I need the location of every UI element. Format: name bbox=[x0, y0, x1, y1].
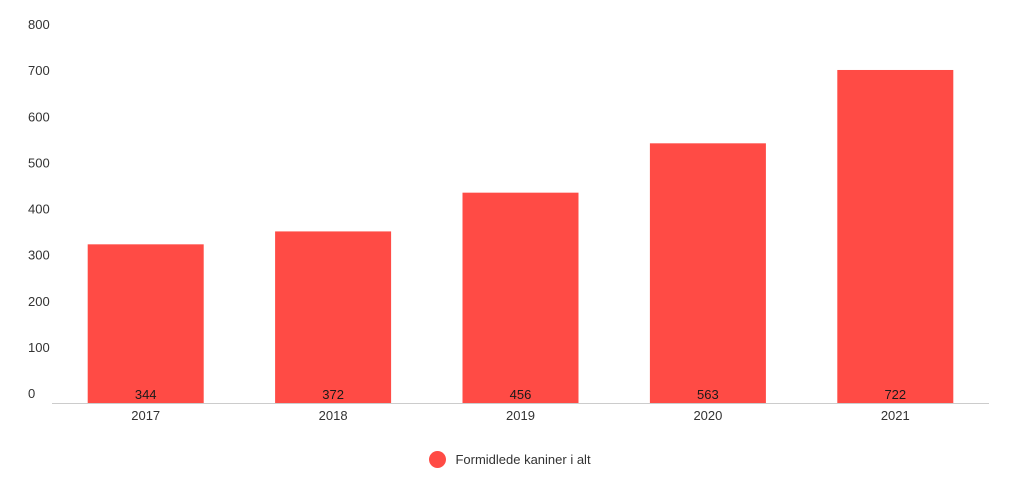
data-label-2019: 456 bbox=[510, 387, 532, 402]
data-label-2021: 722 bbox=[884, 387, 906, 402]
bar-2021[interactable] bbox=[837, 69, 954, 403]
x-tick-label-2019: 2019 bbox=[506, 408, 535, 423]
bars-group bbox=[87, 69, 954, 403]
y-tick-label: 100 bbox=[28, 340, 50, 355]
y-tick-label: 200 bbox=[28, 294, 50, 309]
x-tick-label-2020: 2020 bbox=[693, 408, 722, 423]
legend-label: Formidlede kaniner i alt bbox=[455, 452, 591, 467]
bar-chart: 0 100 200 300 400 500 600 700 800 344 372 456 563 72… bbox=[28, 17, 989, 423]
legend: Formidlede kaniner i alt bbox=[0, 451, 1020, 468]
x-tick-label-2018: 2018 bbox=[319, 408, 348, 423]
data-label-2020: 563 bbox=[697, 387, 719, 402]
bar-2020[interactable] bbox=[649, 143, 766, 403]
y-tick-label: 400 bbox=[28, 202, 50, 217]
x-axis-tick-labels: 2017 2018 2019 2020 2021 bbox=[131, 408, 910, 423]
y-tick-label: 0 bbox=[28, 386, 35, 401]
data-label-2018: 372 bbox=[322, 387, 344, 402]
x-tick-label-2017: 2017 bbox=[131, 408, 160, 423]
data-label-2017: 344 bbox=[135, 387, 157, 402]
legend-swatch bbox=[429, 451, 447, 468]
data-labels-group: 344 372 456 563 722 bbox=[135, 387, 906, 402]
bar-2017[interactable] bbox=[87, 244, 204, 403]
y-tick-label: 800 bbox=[28, 17, 50, 32]
x-tick-label-2021: 2021 bbox=[881, 408, 910, 423]
y-axis-tick-labels: 0 100 200 300 400 500 600 700 800 bbox=[28, 17, 50, 401]
y-tick-label: 700 bbox=[28, 63, 50, 78]
bar-2018[interactable] bbox=[275, 231, 392, 403]
bar-2019[interactable] bbox=[462, 192, 579, 403]
y-tick-label: 300 bbox=[28, 248, 50, 263]
y-tick-label: 600 bbox=[28, 109, 50, 124]
y-tick-label: 500 bbox=[28, 155, 50, 170]
